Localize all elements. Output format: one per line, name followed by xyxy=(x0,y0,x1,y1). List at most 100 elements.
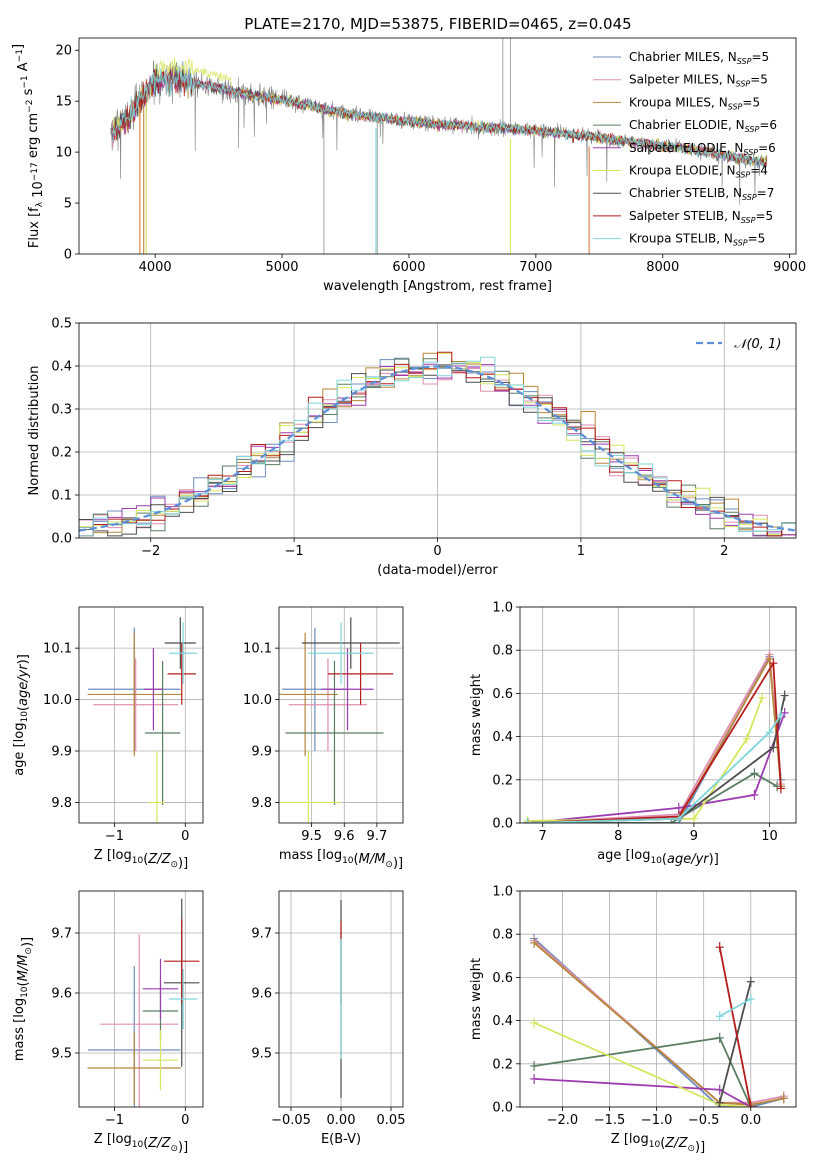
legend-eq: = xyxy=(748,232,758,246)
legend-sub: SSP xyxy=(736,171,751,180)
legend-label: Salpeter ELODIE, xyxy=(629,141,734,155)
axes-frame xyxy=(278,890,404,1108)
label-part: cm xyxy=(26,113,41,133)
subscript: ⊙ xyxy=(170,860,178,870)
series-marker xyxy=(742,733,751,744)
x-tick-label: 1 xyxy=(577,544,585,559)
series-line-4 xyxy=(527,712,786,823)
x-axis-label: Z [log10(Z/Z⊙)] xyxy=(94,848,188,871)
y-tick-label: 0.4 xyxy=(492,1014,513,1029)
label-part: mass [ xyxy=(12,1018,27,1061)
legend-eq: = xyxy=(759,118,769,132)
x-axis-label: Z [log10(Z/Z⊙)] xyxy=(611,1132,705,1155)
legend-n: N xyxy=(732,209,741,223)
errorbar-2 xyxy=(279,632,338,757)
errorbar-2 xyxy=(87,632,182,757)
errorbar-8 xyxy=(168,622,198,685)
legend-n: N xyxy=(728,50,737,64)
series-marker xyxy=(715,942,724,953)
errorbar-1 xyxy=(288,658,368,751)
errorbar-8 xyxy=(308,622,374,685)
legend-n: N xyxy=(734,141,743,155)
x-tick-label: −2 xyxy=(141,544,160,559)
plot-area xyxy=(110,38,768,254)
x-axis-label: wavelength [Angstrom, rest frame] xyxy=(323,279,552,294)
series-marker xyxy=(779,1093,788,1104)
label-part: )] xyxy=(695,1140,705,1155)
panel-weight_vs_Z: −2.0 −1.5 −1.0 −0.5 0.0 0.0 0.2 0.4 0.6 0.8 1.0 Z [… xyxy=(469,885,797,1155)
subscript: 10 xyxy=(20,986,30,998)
legend-n-value: 7 xyxy=(767,186,775,200)
legend-entry: Chabrier MILES, NSSP=5 xyxy=(629,50,769,66)
plot-area xyxy=(279,617,400,823)
panel-age_vs_mass: 9.5 9.6 9.7 9.8 9.9 10.0 10.1 mass [log10(M/M⊙)… xyxy=(243,606,404,871)
panel-spectrum: 4000 5000 6000 7000 8000 9000 0 5 10 15 20 waveleng… xyxy=(11,37,806,294)
label-part: Z/Z xyxy=(147,1136,171,1151)
errorbar-5 xyxy=(148,751,166,823)
superscript: −1 xyxy=(15,49,25,62)
series-line-2 xyxy=(533,942,784,1106)
y-tick-label: 0.6 xyxy=(492,971,513,986)
series-line-2 xyxy=(527,655,782,823)
x-tick-label: 0 xyxy=(181,1113,189,1128)
label-part: ( xyxy=(16,706,31,711)
y-tick-label: 0.0 xyxy=(492,817,513,832)
legend-n: N xyxy=(727,164,736,178)
label-part: Z/Z xyxy=(147,852,171,867)
series-marker xyxy=(746,976,755,987)
histogram-8 xyxy=(79,356,796,537)
panel-residuals: −2 −1 0 1 2 0.0 0.1 0.2 0.3 0.4 0.5 (data-model)/er… xyxy=(27,317,797,578)
series-marker xyxy=(715,1011,724,1022)
errorbar-7 xyxy=(164,919,200,1004)
legend-entry: Salpeter STELIB, NSSP=5 xyxy=(629,209,773,225)
label-part: )] xyxy=(178,1140,188,1155)
y-tick-label: 9.5 xyxy=(51,1047,72,1062)
y-tick-label: 0.6 xyxy=(492,687,513,702)
label-part: M/M xyxy=(359,852,386,867)
label-part: Flux [ xyxy=(27,212,42,248)
y-tick-label: 0.3 xyxy=(51,403,72,418)
y-tick-label: 0.8 xyxy=(492,928,513,943)
legend-n-value: 5 xyxy=(760,73,768,87)
x-tick-label: 8 xyxy=(614,829,622,844)
legend-label: Chabrier MILES, xyxy=(629,50,728,64)
y-tick-label: 0.4 xyxy=(492,730,513,745)
legend-entry: Kroupa MILES, NSSP=5 xyxy=(629,95,760,111)
label-part: age [ xyxy=(597,848,630,863)
x-tick-label: 0 xyxy=(433,544,441,559)
label-part: Z [ xyxy=(94,1132,112,1147)
subscript: 10 xyxy=(132,856,144,866)
legend-n: N xyxy=(736,118,745,132)
label-part: mass weight xyxy=(469,958,484,1040)
legend-n-value: 4 xyxy=(760,164,768,178)
legend-entry: Chabrier STELIB, NSSP=7 xyxy=(629,186,774,202)
legend-n: N xyxy=(733,186,742,200)
errorbar-2 xyxy=(87,1032,182,1104)
series-line-7 xyxy=(527,660,782,823)
legend-label: Kroupa STELIB, xyxy=(629,232,724,246)
y-tick-label: 1.0 xyxy=(492,601,513,616)
label-part: ( xyxy=(16,981,31,986)
label-part: Normed distribution xyxy=(27,366,42,496)
legend-entry: Salpeter ELODIE, NSSP=6 xyxy=(629,141,776,157)
series-marker xyxy=(674,802,683,813)
label-part: log xyxy=(631,848,651,863)
series-marker xyxy=(769,658,778,669)
label-part: )] xyxy=(709,852,719,867)
legend-sub: SSP xyxy=(743,148,758,157)
y-tick-label: 10 xyxy=(55,146,72,161)
series-marker xyxy=(746,994,755,1004)
x-tick-label: 0.00 xyxy=(327,1113,356,1128)
legend-n-value: 6 xyxy=(769,118,777,132)
label-part: mass weight xyxy=(469,674,484,756)
grid xyxy=(79,891,203,1107)
errorbar-4 xyxy=(142,958,179,1019)
series-marker xyxy=(757,692,766,703)
label-part: Z/Z xyxy=(664,1136,688,1151)
errorbar-5 xyxy=(279,751,341,823)
x-tick-label: 7000 xyxy=(519,260,552,275)
label-part: age/yr xyxy=(16,663,31,706)
legend-entry: Chabrier ELODIE, NSSP=6 xyxy=(629,118,777,134)
legend-n-value: 6 xyxy=(768,141,776,155)
